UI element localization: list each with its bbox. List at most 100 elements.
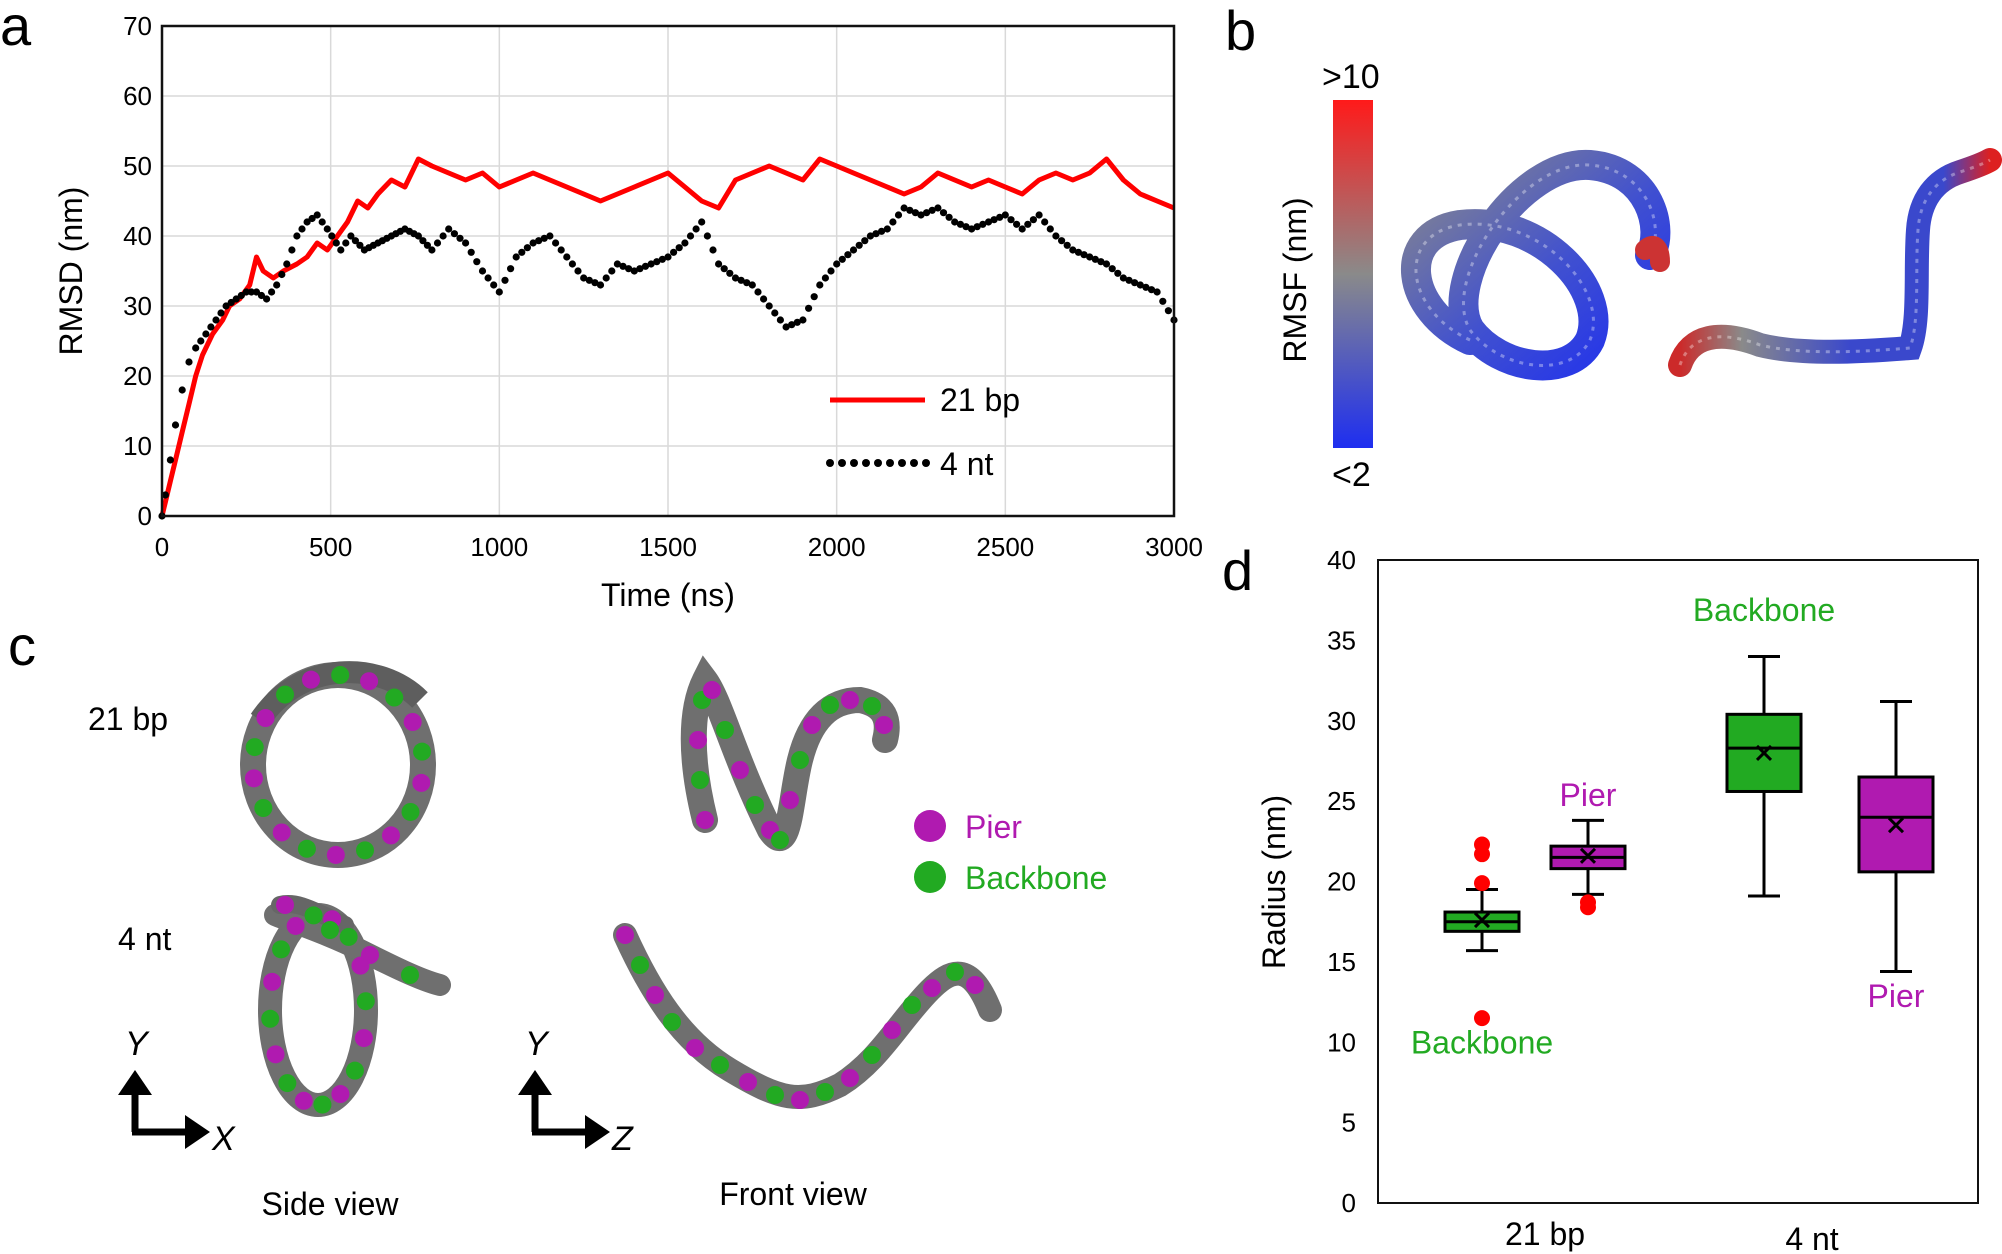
- structure-21bp-front: [680, 655, 900, 852]
- series-4nt-point: [602, 274, 610, 282]
- series-4nt-point: [596, 281, 605, 289]
- series-4nt-point: [523, 244, 532, 252]
- series-4nt-point: [490, 281, 498, 289]
- backbone-marker: [261, 1009, 280, 1028]
- row-label-21bp: 21 bp: [88, 701, 168, 737]
- series-4nt-point: [568, 260, 577, 268]
- backbone-marker: [663, 1013, 681, 1031]
- box-21bp-backbone: [1443, 836, 1521, 1027]
- series-4nt-point: [337, 246, 345, 254]
- series-4nt-point: [574, 267, 582, 275]
- pier-marker: [381, 826, 400, 845]
- series-4nt-point: [625, 265, 633, 273]
- x-tick-label: 500: [309, 532, 352, 562]
- pier-marker: [731, 761, 749, 779]
- pier-marker: [966, 976, 984, 994]
- strand-4nt-front: [613, 923, 1002, 1109]
- series-4nt-point: [1001, 211, 1009, 219]
- legend-4nt-swatch: [826, 459, 930, 467]
- legend-4nt-label: 4 nt: [940, 446, 993, 482]
- backbone-marker: [401, 966, 419, 984]
- backbone-marker: [331, 666, 350, 685]
- pier-marker: [696, 811, 714, 829]
- box-outlier: [1474, 1010, 1490, 1027]
- x-tick-label: 3000: [1145, 532, 1203, 562]
- series-4nt-point: [928, 206, 936, 214]
- series-4nt-point: [1029, 216, 1037, 224]
- series-4nt-point: [1136, 281, 1144, 289]
- series-4nt-point: [342, 239, 350, 247]
- radius-y-tick-label: 35: [1327, 625, 1356, 655]
- series-4nt-point: [445, 225, 453, 233]
- row-label-4nt: 4 nt: [118, 921, 171, 957]
- backbone-marker: [946, 963, 964, 981]
- rmsf-structure-21bp: [1401, 149, 1671, 381]
- series-4nt-point: [608, 267, 616, 275]
- pier-marker: [689, 731, 707, 749]
- rmsf-loop-texture: [1414, 163, 1657, 367]
- series-4nt-point: [911, 209, 920, 217]
- series-4nt-point: [1058, 237, 1066, 245]
- series-4nt-point: [328, 232, 336, 240]
- series-4nt-point: [805, 304, 813, 312]
- series-4nt-point: [692, 225, 700, 233]
- backbone-marker: [313, 1095, 332, 1114]
- series-4nt-point: [1007, 216, 1015, 224]
- series-4nt-point: [1013, 220, 1021, 228]
- pier-marker: [276, 896, 294, 914]
- series-4nt-point: [439, 232, 447, 240]
- series-4nt-point: [212, 316, 220, 324]
- series-4nt-point: [585, 276, 593, 284]
- series-4nt-point: [833, 260, 841, 268]
- box-21bp-pier: [1549, 818, 1627, 916]
- series-4nt-point: [754, 288, 762, 296]
- series-4nt-point: [535, 237, 543, 245]
- series-4nt-point: [273, 281, 281, 289]
- pier-marker: [272, 823, 291, 842]
- series-4nt-point: [1147, 286, 1156, 294]
- series-4nt-point: [1153, 288, 1161, 296]
- box-series-label: Backbone: [1411, 1025, 1553, 1061]
- series-4nt-point: [743, 279, 751, 287]
- series-4nt-point: [288, 246, 296, 254]
- backbone-marker: [771, 831, 789, 849]
- series-4nt-point: [293, 232, 301, 240]
- pier-marker: [686, 1039, 704, 1057]
- box-4nt-backbone: [1725, 654, 1803, 898]
- series-4nt-point: [619, 262, 627, 270]
- rmsd-series: [158, 156, 1178, 520]
- pier-marker: [403, 712, 422, 731]
- backbone-marker: [339, 927, 358, 946]
- legend-backbone-label: Backbone: [965, 860, 1107, 896]
- pier-marker: [646, 986, 664, 1004]
- view-label-front: Front view: [719, 1176, 867, 1212]
- rmsf-panel: >10 <2 RMSF (nm): [1277, 58, 2002, 494]
- series-4nt-point: [737, 276, 745, 284]
- backbone-marker: [711, 1056, 729, 1074]
- rmsd-chart: 0 500 1000 1500 2000 2500 3000010203040506070 …: [53, 11, 1203, 613]
- legend-4nt-dot: [910, 459, 918, 467]
- series-4nt-point: [996, 213, 1004, 221]
- series-4nt-point: [356, 241, 364, 249]
- pier-marker: [883, 1021, 901, 1039]
- series-4nt-point: [917, 211, 925, 219]
- series-4nt-point: [242, 288, 250, 296]
- series-4nt-point: [973, 223, 981, 231]
- backbone-marker: [254, 799, 273, 818]
- pier-marker: [841, 1069, 859, 1087]
- backbone-marker: [903, 996, 921, 1014]
- y-tick-label: 20: [123, 361, 152, 391]
- radius-y-tick-label: 30: [1327, 706, 1356, 736]
- series-4nt-point: [1074, 248, 1082, 256]
- series-4nt-point: [686, 232, 695, 240]
- axis-y-label-side: Y: [125, 1025, 150, 1063]
- series-4nt-point: [540, 234, 548, 242]
- series-4nt-point: [844, 251, 852, 259]
- series-4nt-point: [872, 230, 880, 238]
- radius-y-tick-label: 40: [1327, 545, 1356, 575]
- legend-4nt-dot: [922, 459, 930, 467]
- x-tick-label: 1000: [470, 532, 528, 562]
- series-4nt-point: [1102, 260, 1111, 268]
- pier-marker: [923, 979, 941, 997]
